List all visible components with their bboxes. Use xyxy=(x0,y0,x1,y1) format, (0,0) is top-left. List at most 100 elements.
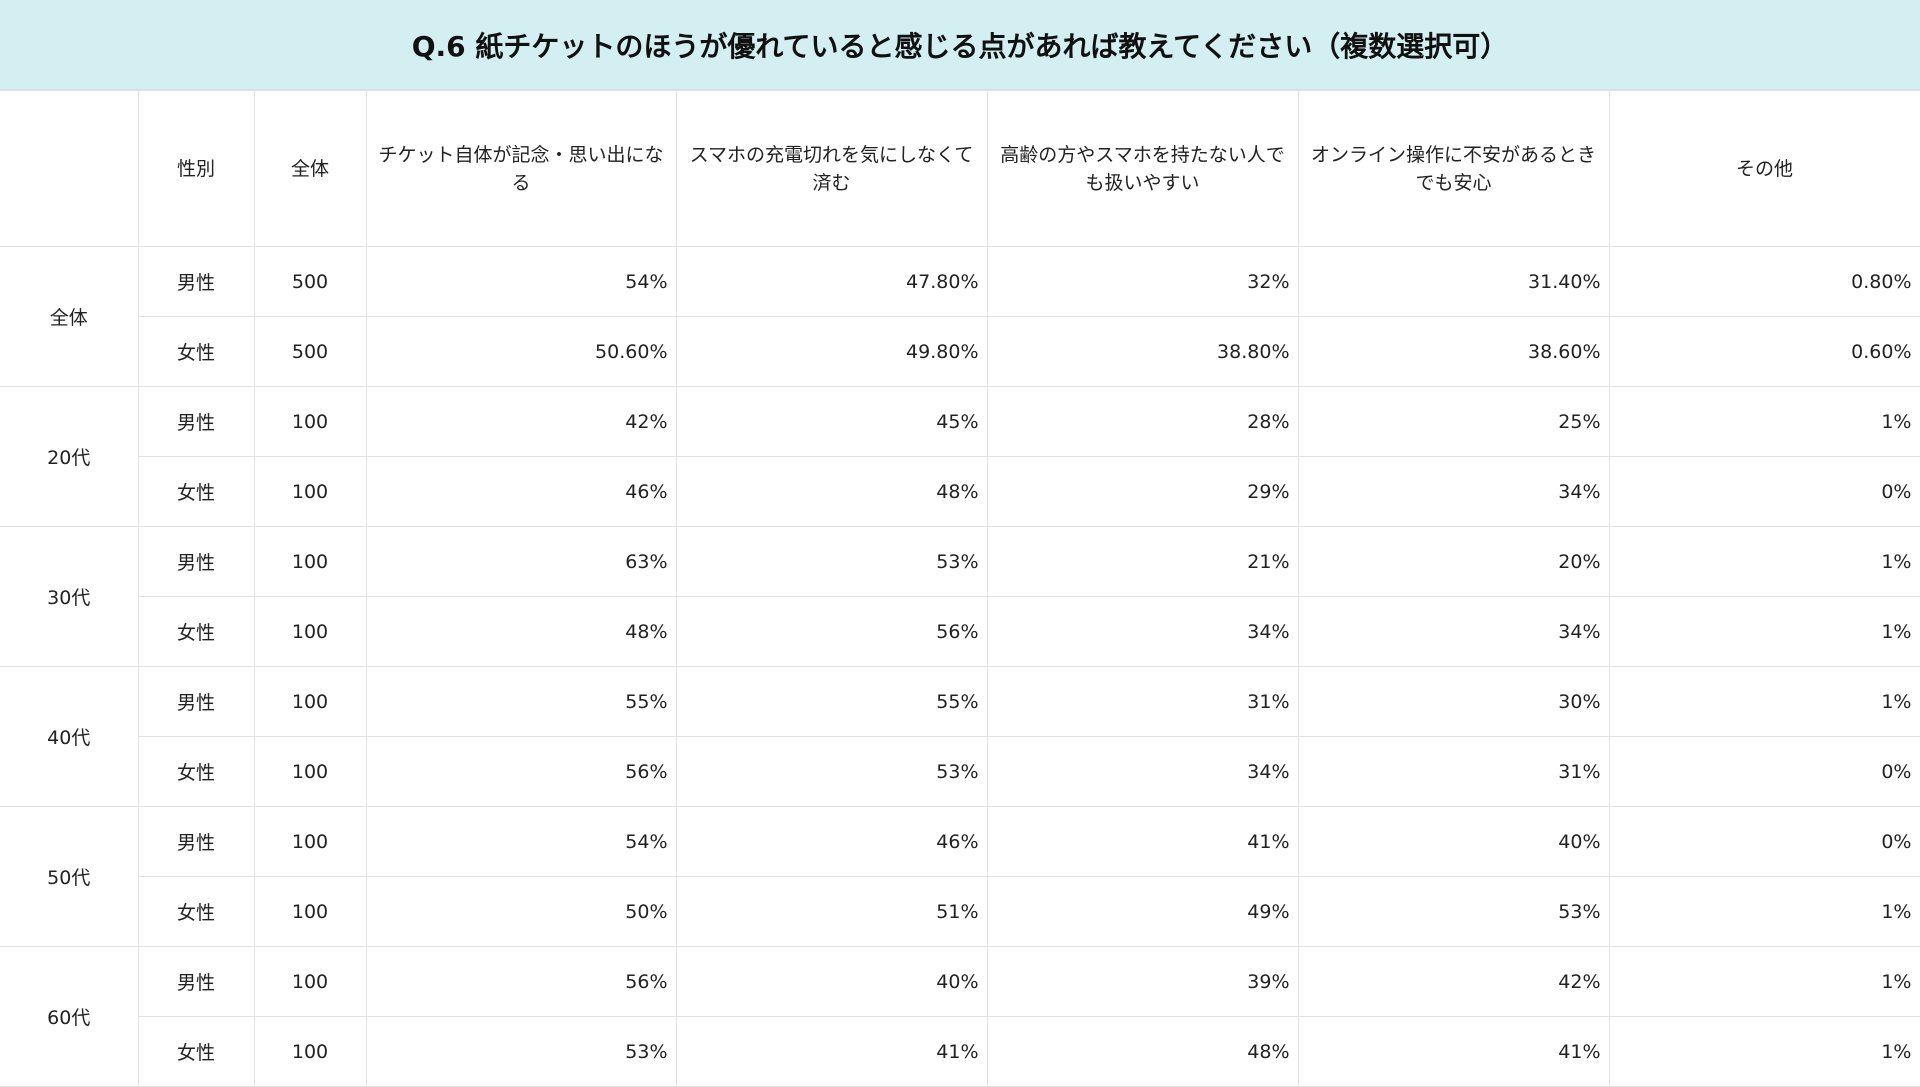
value-cell: 42% xyxy=(1297,946,1610,1017)
table-row: 女性 100 53% 41% 48% 41% 1% xyxy=(0,1016,1920,1087)
group-label: 50代 xyxy=(0,806,139,947)
value-cell: 41% xyxy=(675,1016,988,1087)
sample-size-cell: 500 xyxy=(253,246,367,317)
column-header: その他 xyxy=(1608,90,1920,247)
value-cell: 40% xyxy=(675,946,988,1017)
value-cell: 53% xyxy=(365,1016,677,1087)
column-header: チケット自体が記念・思い出になる xyxy=(365,90,677,247)
table-row: 全体 男性 500 54% 47.80% 32% 31.40% 0.80% xyxy=(0,246,1920,387)
value-cell: 63% xyxy=(365,526,677,597)
value-cell: 31.40% xyxy=(1297,246,1610,317)
table-row: 女性 100 46% 48% 29% 34% 0% xyxy=(0,456,1920,527)
sample-size-cell: 100 xyxy=(253,596,367,667)
sample-size-cell: 500 xyxy=(253,316,367,387)
table-row: 40代 男性 100 55% 55% 31% 30% 1% xyxy=(0,666,1920,807)
chart-title: Q.6 紙チケットのほうが優れていると感じる点があれば教えてください（複数選択可… xyxy=(0,0,1920,90)
value-cell: 38.60% xyxy=(1297,316,1610,387)
value-cell: 0% xyxy=(1608,806,1920,877)
gender-cell: 男性 xyxy=(137,666,255,737)
value-cell: 1% xyxy=(1608,1016,1920,1087)
header-row: 性別 全体 チケット自体が記念・思い出になる スマホの充電切れを気にしなくて済む… xyxy=(0,90,1920,247)
value-cell: 53% xyxy=(675,526,988,597)
value-cell: 48% xyxy=(365,596,677,667)
value-cell: 28% xyxy=(986,386,1299,457)
value-cell: 1% xyxy=(1608,526,1920,597)
gender-cell: 女性 xyxy=(138,736,255,807)
value-cell: 50.60% xyxy=(365,316,677,387)
sample-size-cell: 100 xyxy=(253,456,367,527)
group-label: 全体 xyxy=(0,246,139,387)
value-cell: 39% xyxy=(986,946,1299,1017)
table-row: 60代 男性 100 56% 40% 39% 42% 1% xyxy=(0,946,1920,1087)
gender-cell: 女性 xyxy=(138,316,255,387)
gender-cell: 男性 xyxy=(137,246,255,317)
value-cell: 31% xyxy=(986,666,1299,737)
gender-cell: 男性 xyxy=(137,806,255,877)
value-cell: 20% xyxy=(1297,526,1610,597)
value-cell: 1% xyxy=(1608,666,1920,737)
value-cell: 30% xyxy=(1297,666,1610,737)
value-cell: 21% xyxy=(986,526,1299,597)
value-cell: 55% xyxy=(675,666,988,737)
table-row: 女性 100 56% 53% 34% 31% 0% xyxy=(0,736,1920,807)
gender-cell: 男性 xyxy=(137,946,255,1017)
sample-size-cell: 100 xyxy=(253,876,367,947)
gender-cell: 女性 xyxy=(138,596,255,667)
value-cell: 49% xyxy=(986,876,1299,947)
value-cell: 50% xyxy=(365,876,677,947)
table-row: 女性 500 50.60% 49.80% 38.80% 38.60% 0.60% xyxy=(0,316,1920,387)
value-cell: 29% xyxy=(986,456,1299,527)
value-cell: 34% xyxy=(1297,596,1610,667)
value-cell: 54% xyxy=(365,806,677,877)
column-header: スマホの充電切れを気にしなくて済む xyxy=(675,90,988,247)
table-row: 30代 男性 100 63% 53% 21% 20% 1% xyxy=(0,526,1920,667)
column-header: オンライン操作に不安があるときでも安心 xyxy=(1297,90,1610,247)
sample-size-cell: 100 xyxy=(253,666,367,737)
gender-cell: 女性 xyxy=(138,456,255,527)
value-cell: 46% xyxy=(675,806,988,877)
value-cell: 0.80% xyxy=(1608,246,1920,317)
value-cell: 34% xyxy=(1297,456,1610,527)
group-label: 30代 xyxy=(0,526,139,667)
value-cell: 25% xyxy=(1297,386,1610,457)
value-cell: 51% xyxy=(675,876,988,947)
value-cell: 1% xyxy=(1608,386,1920,457)
value-cell: 0% xyxy=(1608,456,1920,527)
sample-size-cell: 100 xyxy=(253,526,367,597)
value-cell: 0% xyxy=(1608,736,1920,807)
sample-size-cell: 100 xyxy=(253,386,367,457)
value-cell: 34% xyxy=(986,596,1299,667)
value-cell: 48% xyxy=(675,456,988,527)
table-row: 50代 男性 100 54% 46% 41% 40% 0% xyxy=(0,806,1920,947)
value-cell: 47.80% xyxy=(675,246,988,317)
value-cell: 46% xyxy=(365,456,677,527)
value-cell: 38.80% xyxy=(986,316,1299,387)
column-header: 全体 xyxy=(253,90,367,247)
gender-cell: 女性 xyxy=(138,1016,255,1087)
sample-size-cell: 100 xyxy=(253,1016,367,1087)
table-body: 全体 男性 500 54% 47.80% 32% 31.40% 0.80% 女性 500 50.60… xyxy=(0,246,1920,1087)
value-cell: 40% xyxy=(1297,806,1610,877)
value-cell: 56% xyxy=(365,736,677,807)
column-header: 高齢の方やスマホを持たない人でも扱いやすい xyxy=(986,90,1299,247)
value-cell: 42% xyxy=(365,386,677,457)
sample-size-cell: 100 xyxy=(253,736,367,807)
sample-size-cell: 100 xyxy=(253,946,367,1017)
value-cell: 53% xyxy=(675,736,988,807)
value-cell: 53% xyxy=(1297,876,1610,947)
value-cell: 55% xyxy=(365,666,677,737)
value-cell: 48% xyxy=(986,1016,1299,1087)
value-cell: 56% xyxy=(675,596,988,667)
value-cell: 45% xyxy=(675,386,988,457)
gender-cell: 男性 xyxy=(137,526,255,597)
column-header: 性別 xyxy=(137,90,255,247)
value-cell: 41% xyxy=(986,806,1299,877)
value-cell: 54% xyxy=(365,246,677,317)
gender-cell: 男性 xyxy=(137,386,255,457)
column-header xyxy=(0,90,139,247)
value-cell: 32% xyxy=(986,246,1299,317)
value-cell: 56% xyxy=(365,946,677,1017)
table-row: 女性 100 48% 56% 34% 34% 1% xyxy=(0,596,1920,667)
value-cell: 1% xyxy=(1608,596,1920,667)
value-cell: 0.60% xyxy=(1608,316,1920,387)
